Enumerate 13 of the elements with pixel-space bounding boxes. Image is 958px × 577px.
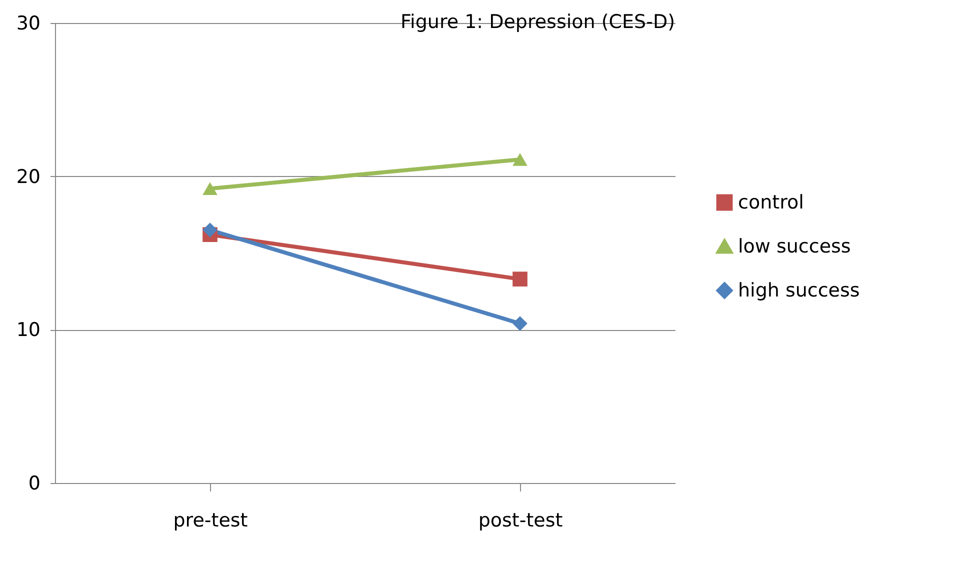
y-tick-label: 10 — [16, 319, 40, 342]
point — [512, 272, 528, 286]
y-tick-label: 30 — [16, 12, 40, 34]
legend-label: control — [738, 192, 804, 214]
legend-label: high success — [738, 280, 860, 302]
point — [512, 316, 528, 331]
y-tick-label: 20 — [16, 166, 40, 188]
legend-label: low success — [738, 236, 851, 258]
point — [202, 222, 218, 238]
chart-title: Figure 1: Depression (CES-D) — [400, 11, 675, 33]
y-tick-label: 0 — [28, 472, 40, 494]
x-tick-label: pre-test — [173, 510, 248, 532]
x-tick-label: post-test — [478, 510, 563, 532]
